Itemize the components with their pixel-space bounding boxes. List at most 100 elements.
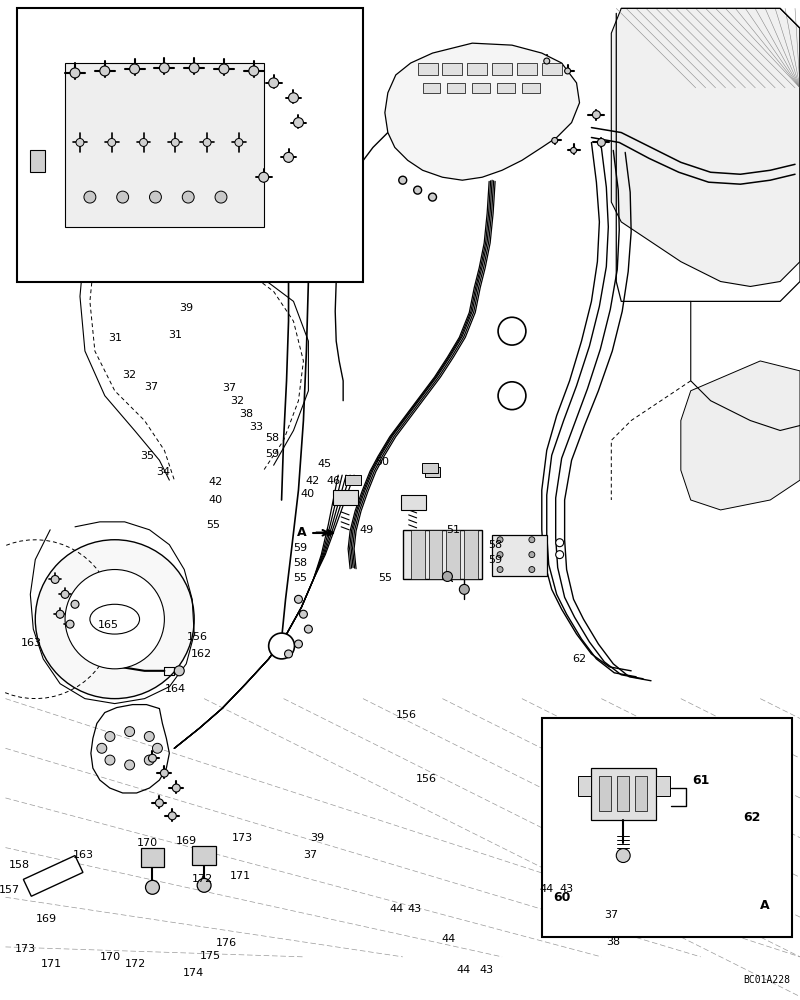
Circle shape: [70, 68, 80, 78]
Ellipse shape: [90, 604, 139, 634]
Circle shape: [61, 590, 69, 598]
Bar: [542, 63, 562, 75]
Circle shape: [174, 666, 184, 676]
Text: 45: 45: [318, 459, 332, 469]
Bar: [599, 776, 611, 811]
Circle shape: [100, 66, 110, 76]
Circle shape: [269, 633, 294, 659]
Text: 156: 156: [416, 774, 437, 784]
Text: 165: 165: [98, 620, 119, 630]
Polygon shape: [681, 361, 800, 510]
Text: 42: 42: [208, 477, 222, 487]
Text: 171: 171: [41, 959, 62, 969]
Text: 58: 58: [293, 558, 307, 568]
Circle shape: [203, 138, 211, 146]
Circle shape: [552, 138, 558, 143]
Circle shape: [294, 640, 302, 648]
Circle shape: [616, 849, 630, 862]
Circle shape: [529, 552, 535, 558]
Text: 37: 37: [604, 910, 618, 920]
Bar: [492, 63, 512, 75]
Circle shape: [56, 610, 64, 618]
Text: 60: 60: [553, 891, 570, 904]
Text: 173: 173: [232, 833, 253, 843]
Text: 31: 31: [168, 330, 182, 340]
Text: 40: 40: [300, 489, 314, 499]
Text: 62: 62: [572, 654, 586, 664]
Text: A: A: [297, 526, 306, 539]
Text: 37: 37: [222, 383, 237, 393]
Text: 49: 49: [360, 525, 374, 535]
Text: 43: 43: [479, 965, 494, 975]
Circle shape: [498, 317, 526, 345]
Text: 169: 169: [36, 914, 58, 924]
Text: 44: 44: [457, 965, 471, 975]
Bar: [492, 535, 546, 576]
Text: 38: 38: [606, 937, 620, 947]
Circle shape: [258, 172, 269, 182]
Circle shape: [556, 539, 564, 547]
Text: 38: 38: [239, 409, 254, 419]
Circle shape: [285, 650, 293, 658]
Text: 50: 50: [375, 457, 389, 467]
Text: 59: 59: [488, 555, 502, 565]
Bar: [30, 150, 46, 172]
Circle shape: [414, 186, 422, 194]
Text: 59: 59: [266, 449, 279, 459]
Text: 34: 34: [156, 467, 170, 477]
Bar: [578, 776, 591, 796]
Bar: [635, 776, 647, 811]
Circle shape: [182, 191, 194, 203]
Circle shape: [497, 537, 503, 543]
Bar: [542, 718, 792, 937]
Bar: [418, 63, 438, 75]
Circle shape: [442, 572, 452, 581]
Bar: [472, 83, 490, 93]
Circle shape: [294, 118, 303, 128]
Circle shape: [249, 66, 258, 76]
Circle shape: [570, 147, 577, 153]
Circle shape: [108, 138, 116, 146]
Circle shape: [283, 152, 294, 162]
Polygon shape: [23, 856, 83, 896]
Bar: [522, 83, 540, 93]
Text: 163: 163: [22, 638, 42, 648]
Circle shape: [497, 552, 503, 558]
Circle shape: [172, 784, 180, 792]
Text: 43: 43: [407, 904, 422, 914]
Text: BC01A228: BC01A228: [743, 975, 790, 985]
Circle shape: [598, 138, 606, 146]
Text: 31: 31: [108, 333, 122, 343]
Polygon shape: [385, 43, 579, 180]
Circle shape: [556, 551, 564, 559]
Text: 162: 162: [190, 649, 211, 659]
Text: 39: 39: [179, 303, 194, 313]
Text: 169: 169: [176, 836, 197, 846]
Circle shape: [144, 755, 154, 765]
Circle shape: [66, 620, 74, 628]
Bar: [141, 848, 164, 867]
Text: 176: 176: [216, 938, 237, 948]
Polygon shape: [611, 8, 800, 286]
Text: 55: 55: [378, 573, 392, 583]
Circle shape: [168, 812, 176, 820]
Circle shape: [159, 63, 170, 73]
Circle shape: [97, 743, 106, 753]
Bar: [410, 530, 425, 579]
Circle shape: [565, 68, 570, 74]
Text: 42: 42: [306, 476, 320, 486]
Circle shape: [35, 540, 194, 699]
Bar: [442, 63, 462, 75]
Circle shape: [71, 600, 79, 608]
Bar: [425, 467, 441, 477]
Text: 44: 44: [390, 904, 403, 914]
Bar: [517, 63, 537, 75]
Bar: [401, 495, 426, 510]
Text: 61: 61: [692, 774, 710, 787]
Text: 175: 175: [200, 951, 221, 961]
Text: 170: 170: [100, 952, 121, 962]
Text: 171: 171: [230, 871, 251, 881]
Text: A: A: [760, 899, 770, 912]
Bar: [497, 83, 515, 93]
Bar: [618, 776, 629, 811]
